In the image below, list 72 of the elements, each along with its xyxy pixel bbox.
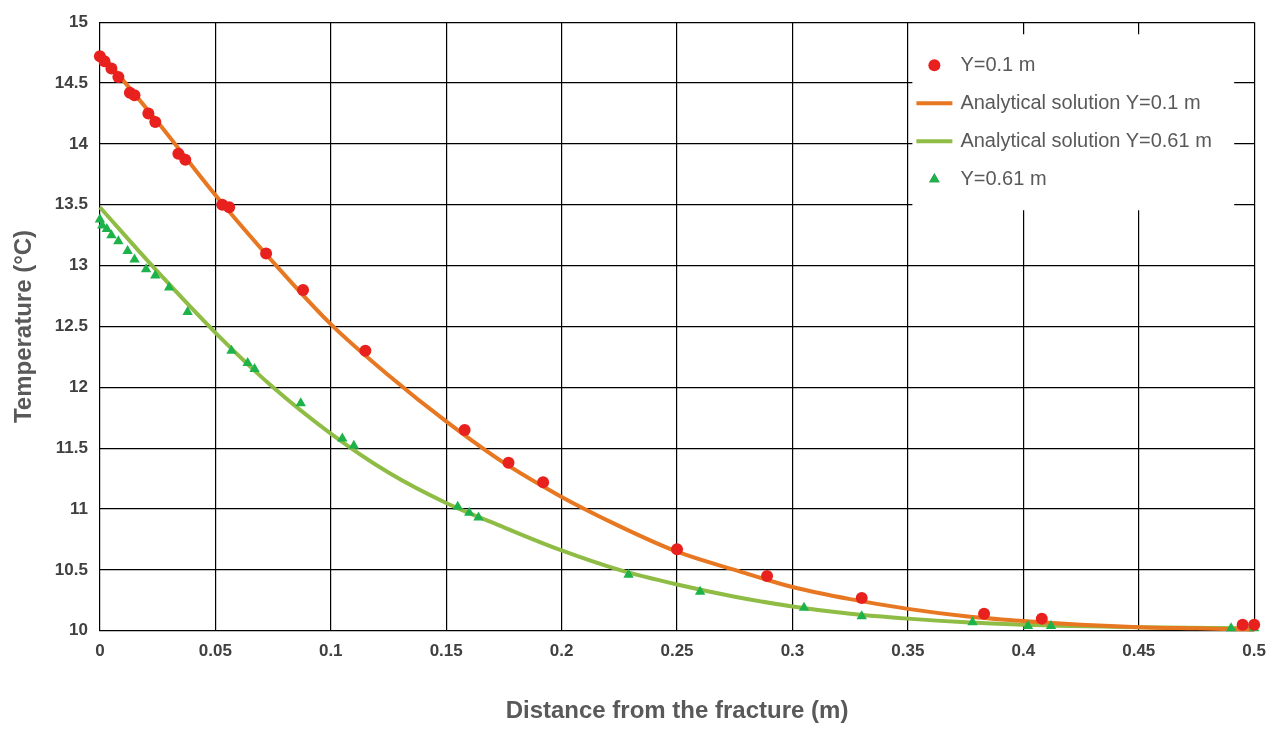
point [140,263,152,273]
point [359,344,372,357]
point [223,201,236,214]
point [502,456,515,469]
y-tick-label: 13.5 [54,194,88,214]
point [122,245,133,255]
x-axis-title: Distance from the fracture (m) [505,696,849,724]
point [249,363,260,373]
point [105,62,118,75]
x-tick-label: 0.5 [1242,640,1266,660]
point [128,89,141,102]
point [1022,619,1034,629]
x-tick-label: 0.45 [1122,640,1156,660]
point [694,585,706,595]
point [226,344,237,354]
point [1225,622,1237,632]
point [149,116,162,129]
legend-label: Analytical solution Y=0.1 m [960,90,1201,113]
point [142,107,155,120]
point [671,543,684,556]
point [458,423,471,436]
point [179,153,192,166]
point [978,607,991,620]
y-tick-label: 14 [68,133,89,153]
x-tick-label: 0.15 [429,640,463,660]
point [473,511,484,521]
point [260,247,273,260]
y-axis-title: Temperature (°C) [9,229,37,424]
point [855,591,868,604]
point [761,570,774,583]
point [1236,618,1249,631]
point [1248,618,1261,631]
x-tick-label: 0.35 [891,640,925,660]
point [464,506,475,516]
legend-label: Y=0.1 m [960,52,1036,75]
y-tick-label: 12 [68,377,88,397]
x-tick-label: 0.3 [780,640,805,660]
x-tick-label: 0.4 [1011,640,1036,660]
x-tick-label: 0.25 [660,640,694,660]
point [150,269,161,279]
x-tick-label: 0 [95,640,105,660]
point [297,283,310,296]
point [798,601,810,611]
y-tick-label: 13 [68,255,88,275]
point [537,476,550,489]
point [112,70,125,83]
point [129,253,140,263]
point [1045,619,1057,629]
y-tick-label: 10.5 [54,559,88,579]
point [967,616,978,626]
x-tick-label: 0.05 [198,640,232,660]
point [1035,612,1048,625]
y-tick-label: 14.5 [54,72,88,92]
point [452,500,463,510]
point [182,305,193,315]
legend-label: Y=0.61 m [960,166,1047,189]
point [163,281,175,291]
point [242,357,253,367]
y-tick-label: 11 [69,498,88,518]
x-tick-label: 0.2 [549,640,574,660]
y-tick-label: 11.5 [55,437,88,457]
y-tick-label: 15 [68,11,88,31]
point [348,439,360,449]
y-tick-label: 12.5 [54,316,88,336]
x-tick-label: 0.1 [318,640,343,660]
point [856,610,867,620]
point [106,229,117,239]
point [623,568,634,578]
legend-label: Analytical solution Y=0.61 m [960,128,1212,151]
y-tick-label: 10 [68,620,88,640]
point [295,397,306,407]
point [113,235,124,245]
